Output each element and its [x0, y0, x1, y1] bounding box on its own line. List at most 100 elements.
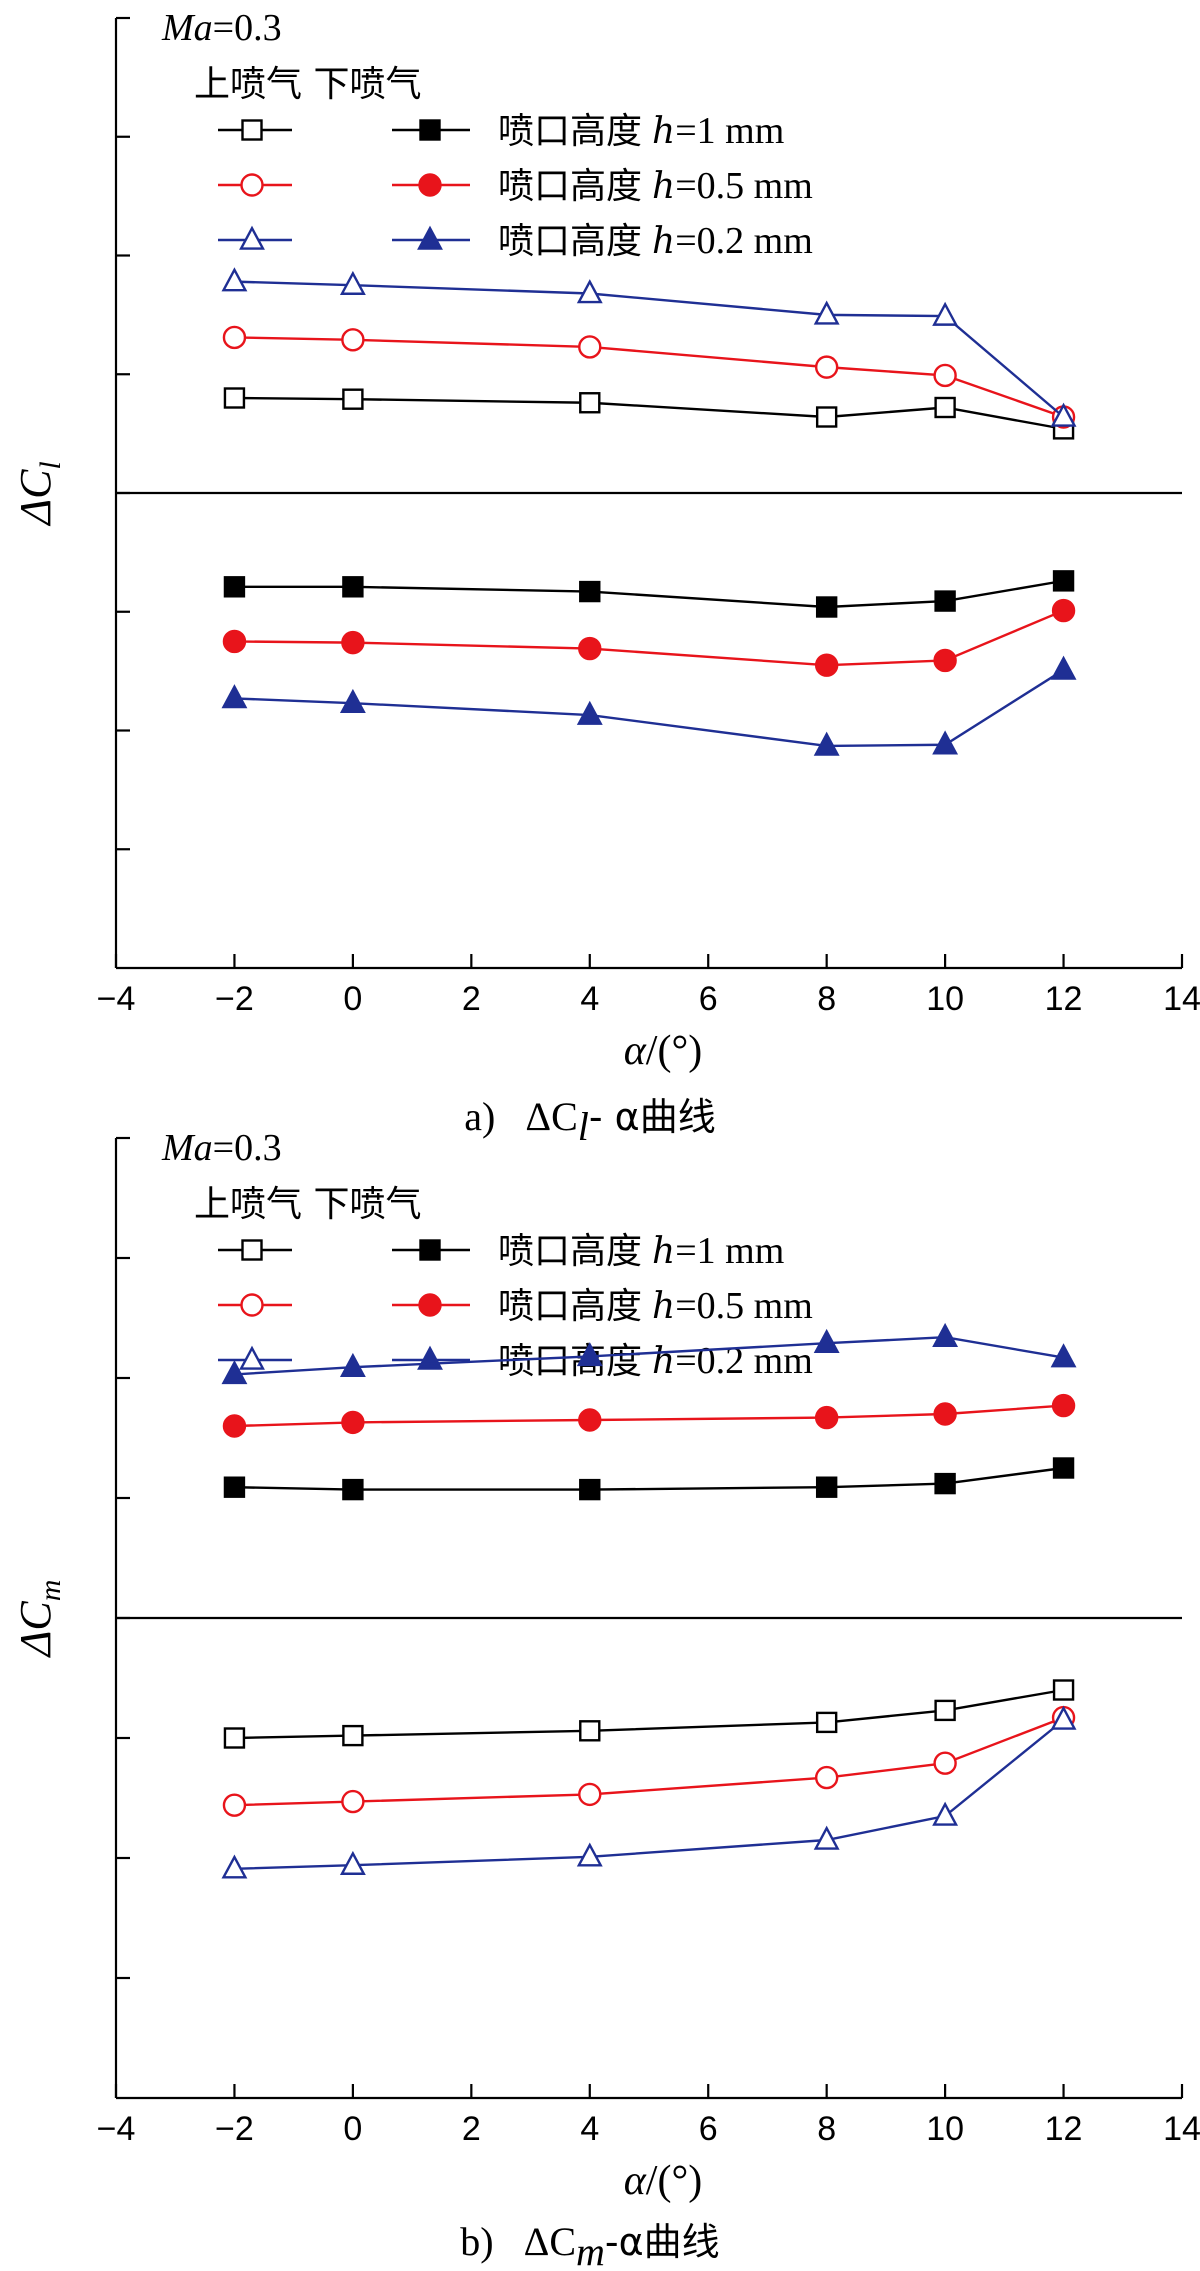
- legend-marker-open: [241, 1239, 263, 1261]
- data-point: [933, 1402, 957, 1426]
- data-point: [221, 267, 248, 292]
- data-point: [814, 355, 839, 379]
- series-line: [234, 579, 1064, 609]
- legend-marker-filled: [419, 1239, 441, 1261]
- legend-label-name: 喷口高度: [498, 221, 642, 262]
- caption-prefix: b): [460, 2219, 493, 2264]
- legend-row-1: 喷口高度 h=0.5 mm: [218, 1285, 813, 1327]
- data-point: [341, 630, 365, 655]
- data-point: [815, 596, 838, 618]
- x-axis-label: α/(°): [624, 1028, 702, 1074]
- series-upper-0p5mm: [222, 325, 1076, 429]
- data-point: [815, 1711, 838, 1734]
- mach-label: Ma: [161, 7, 213, 49]
- x-axis-label: α/(°): [624, 2158, 702, 2204]
- caption-subscript: l: [578, 1104, 589, 1149]
- legend-marker-open: [239, 225, 265, 250]
- data-point: [576, 1342, 603, 1367]
- legend-label-value: =0.5 mm: [675, 165, 813, 207]
- legend-label-name: 喷口高度: [498, 166, 642, 207]
- data-point: [813, 1825, 840, 1850]
- series-lower-1mm: [223, 570, 1075, 618]
- data-point: [342, 1478, 364, 1501]
- caption-symbol: ΔC: [524, 2219, 576, 2264]
- x-tick-label: 8: [817, 980, 836, 1018]
- legend-label: 喷口高度 h=0.5 mm: [498, 1285, 813, 1327]
- data-point: [934, 1699, 956, 1722]
- data-point: [578, 1782, 602, 1807]
- data-point: [579, 392, 601, 414]
- data-point: [813, 1328, 840, 1353]
- series-line: [234, 280, 1065, 418]
- y-axis-label: ΔCm: [11, 1580, 67, 1659]
- y-axis-subscript: m: [34, 1580, 67, 1602]
- data-point: [934, 590, 956, 612]
- x-tick-label: −4: [97, 2110, 136, 2148]
- legend-label-value: =1 mm: [675, 110, 784, 152]
- caption-symbol: ΔC: [525, 1094, 577, 1139]
- legend-marker-open: [240, 1293, 264, 1317]
- legend-marker-open: [240, 173, 264, 197]
- data-point: [579, 1478, 601, 1501]
- mach-annotation: Ma=0.3: [161, 1127, 282, 1169]
- legend-label-h: h: [652, 1286, 675, 1327]
- legend-row-2: 喷口高度 h=0.2 mm: [218, 220, 813, 262]
- mach-annotation: Ma=0.3: [161, 7, 282, 49]
- data-point: [1051, 1393, 1076, 1418]
- x-tick-label: 6: [699, 2110, 718, 2148]
- legend-label: 喷口高度 h=1 mm: [498, 1230, 784, 1272]
- series-line: [234, 1719, 1065, 1870]
- caption-suffix: -α曲线: [605, 2220, 720, 2264]
- data-point: [222, 1793, 247, 1817]
- data-point: [576, 1842, 603, 1867]
- data-point: [222, 325, 247, 350]
- legend-marker-filled: [417, 1345, 443, 1370]
- series-line: [234, 336, 1064, 419]
- legend-label-name: 喷口高度: [498, 1341, 642, 1382]
- data-point: [341, 328, 365, 352]
- legend-label-name: 喷口高度: [498, 1231, 642, 1272]
- data-point: [341, 1410, 365, 1435]
- data-point: [814, 653, 839, 677]
- data-point: [934, 396, 956, 419]
- data-point: [342, 576, 364, 598]
- x-axis-unit: /(°): [646, 2158, 702, 2204]
- data-point: [579, 580, 601, 603]
- panel-caption: b) ΔCm-α曲线: [460, 2219, 719, 2271]
- legend-row-2: 喷口高度 h=0.2 mm: [218, 1340, 813, 1382]
- data-point: [1050, 655, 1077, 680]
- data-point: [933, 1751, 957, 1775]
- data-point: [578, 335, 602, 359]
- legend-row-1: 喷口高度 h=0.5 mm: [218, 165, 813, 207]
- mach-value: =0.3: [213, 7, 282, 49]
- legend-label-h: h: [652, 1231, 675, 1272]
- series-lower-0p5mm: [222, 598, 1076, 677]
- data-point: [342, 1724, 364, 1747]
- series-upper-0p2mm: [221, 1705, 1077, 1879]
- x-tick-label: 12: [1045, 2110, 1083, 2148]
- y-axis-label: ΔCl: [11, 461, 67, 527]
- x-tick-label: 10: [926, 2110, 964, 2148]
- legend-label-value: =0.2 mm: [675, 220, 813, 262]
- series-line: [234, 1716, 1064, 1807]
- data-point: [576, 700, 603, 725]
- x-axis-unit: /(°): [646, 1028, 702, 1074]
- legend-label-h: h: [652, 111, 675, 152]
- caption-suffix: - α曲线: [589, 1095, 716, 1139]
- x-tick-label: 0: [343, 980, 362, 1018]
- series-lower-0p2mm: [221, 1322, 1077, 1385]
- x-axis-symbol: α: [624, 2158, 647, 2204]
- data-point: [339, 1850, 366, 1875]
- series-line: [234, 668, 1065, 748]
- series-line: [234, 1404, 1064, 1428]
- data-point: [813, 300, 840, 325]
- data-point: [579, 1720, 601, 1742]
- data-point: [223, 1727, 246, 1749]
- data-point: [814, 1405, 839, 1430]
- y-axis-symbol: ΔC: [11, 1601, 60, 1659]
- data-point: [813, 731, 840, 756]
- series-line: [234, 1335, 1064, 1376]
- x-tick-label: 2: [462, 2110, 481, 2148]
- series-line: [234, 1688, 1064, 1740]
